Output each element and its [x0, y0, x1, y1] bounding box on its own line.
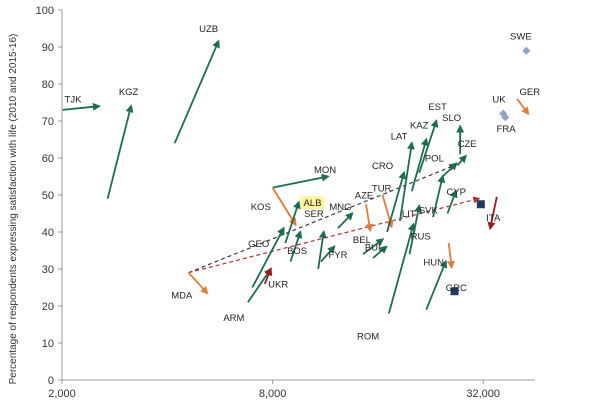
label-mng: MNG [329, 202, 351, 213]
label-aze: AZE [355, 191, 373, 202]
label-svk: SVK [419, 206, 439, 217]
y-tick-label: 100 [36, 5, 54, 17]
arrow-bul [372, 245, 388, 259]
arrow-cro [386, 170, 407, 233]
label-uzb: UZB [199, 24, 218, 35]
label-cze: CZE [458, 139, 477, 150]
x-tick-label: 32,000 [466, 388, 500, 400]
arrow-tjk [62, 102, 101, 111]
arrow-geo [251, 226, 285, 288]
label-pol: POL [425, 154, 444, 165]
y-tick-label: 40 [42, 227, 54, 239]
label-ukr: UKR [268, 280, 288, 291]
label-grc: GRC [446, 283, 467, 294]
arrow-mng [337, 212, 354, 229]
label-kos: KOS [251, 202, 271, 213]
y-tick-label: 70 [42, 116, 54, 128]
marker-fra [501, 113, 510, 122]
arrow-grc [425, 259, 448, 311]
label-bel: BEL [353, 235, 371, 246]
arrow-rus [432, 174, 446, 218]
arrow-est [418, 119, 439, 174]
arrow-aze [365, 204, 374, 233]
arrow-kgz [106, 104, 134, 199]
label-slo: SLO [442, 113, 461, 124]
arrow-hun [446, 242, 455, 270]
label-bos: BOS [287, 246, 307, 257]
label-ger: GER [520, 87, 541, 98]
label-alb: ALB [303, 198, 321, 209]
y-tick-label: 80 [42, 79, 54, 91]
x-tick-label: 8,000 [259, 388, 287, 400]
marker-grc [450, 287, 459, 296]
label-bul: BUL [365, 243, 383, 254]
y-tick-label: 60 [42, 153, 54, 165]
arrow-uzb [173, 39, 220, 144]
label-kgz: KGZ [119, 87, 139, 98]
label-lat: LAT [391, 132, 408, 143]
arrow-ukr [263, 267, 273, 285]
trend-line [188, 164, 457, 274]
label-rom: ROM [357, 331, 379, 342]
arrow-mda [187, 272, 209, 295]
label-fyr: FYR [328, 250, 347, 261]
label-arm: ARM [223, 313, 244, 324]
label-mon: MON [314, 165, 336, 176]
trend-lines [188, 164, 481, 274]
trend-line [188, 196, 481, 274]
y-tick-label: 50 [42, 190, 54, 202]
y-tick-label: 20 [42, 301, 54, 313]
label-lit: LIT [402, 209, 416, 220]
y-tick-label: 30 [42, 264, 54, 276]
y-tick-label: 90 [42, 42, 54, 54]
arrow-kos [271, 187, 297, 227]
label-geo: GEO [248, 239, 269, 250]
label-kaz: KAZ [410, 120, 429, 131]
label-swe: SWE [510, 32, 532, 43]
x-tick-label: 2,000 [48, 388, 76, 400]
arrow-cze [456, 154, 467, 166]
label-fra: FRA [497, 124, 517, 135]
label-cro: CRO [372, 161, 393, 172]
arrow-bel [362, 238, 385, 255]
country-markers [450, 46, 531, 296]
country-arrows [62, 39, 530, 314]
arrow-ita [487, 196, 498, 231]
label-uk: UK [492, 95, 506, 106]
arrow-rom [388, 222, 416, 314]
arrow-fyr [320, 245, 336, 263]
arrow-ser [317, 230, 327, 270]
arrow-alb [284, 200, 301, 244]
arrow-pol [442, 162, 458, 178]
axes: 0 10 20 30 40 50 60 70 80 90 100 2,000 8,000 32,000 [36, 5, 535, 400]
label-ser: SER [304, 209, 324, 220]
arrow-svk [446, 189, 458, 214]
arrow-mon [272, 173, 330, 189]
arrow-kaz [410, 137, 429, 192]
arrow-bos [289, 230, 303, 262]
arrow-ger [516, 98, 530, 116]
marker-swe [522, 46, 531, 55]
y-axis-label: Percentage of respondents expressing sat… [8, 34, 19, 385]
label-cyp: CYP [446, 187, 466, 198]
label-mda: MDA [171, 291, 193, 302]
label-ita: ITA [486, 213, 501, 224]
marker-cyp [476, 200, 485, 209]
label-highlight [300, 196, 325, 210]
y-tick-label: 10 [42, 338, 54, 350]
label-tur: TUR [372, 183, 392, 194]
y-tick-label: 0 [48, 375, 54, 387]
label-est: EST [428, 102, 447, 113]
label-rus: RUS [411, 231, 431, 242]
label-hun: HUN [423, 257, 444, 268]
arrow-lat [399, 141, 415, 222]
label-tjk: TJK [65, 95, 83, 106]
